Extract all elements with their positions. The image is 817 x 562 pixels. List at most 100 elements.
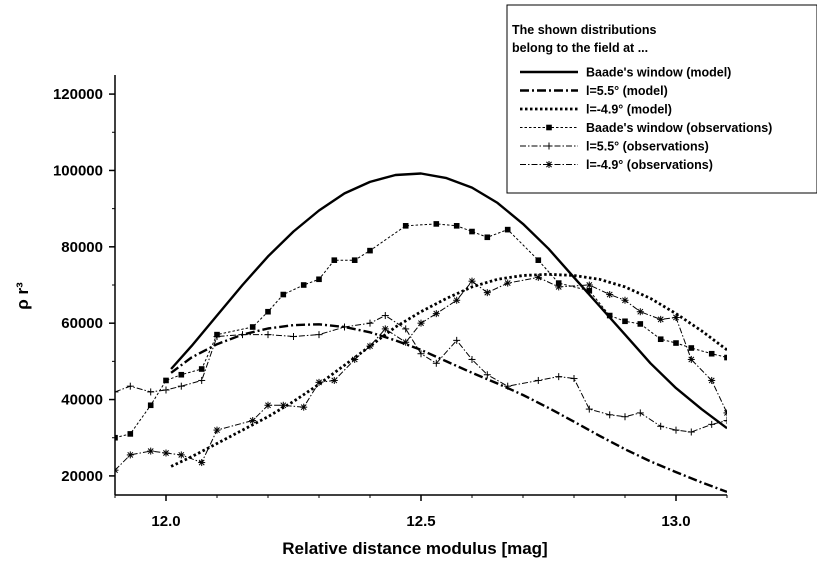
series-4-point	[622, 318, 628, 325]
series-5-point	[585, 405, 593, 413]
series-6-point	[432, 310, 440, 318]
series-5-point	[621, 413, 629, 421]
x-tick-label: 12.5	[406, 513, 435, 530]
series-6-point	[417, 319, 425, 327]
series-5-point	[570, 375, 578, 383]
legend-label: l=-4.9° (model)	[586, 103, 672, 117]
series-6-point	[657, 315, 665, 323]
legend: The shown distributions belong to the fi…	[506, 4, 817, 194]
y-tick-label: 120000	[53, 86, 103, 103]
series-5-point	[417, 350, 425, 358]
legend-entry-5: l=5.5° (observations)	[520, 140, 709, 154]
series-4-line	[115, 223, 727, 439]
series-6-point	[636, 308, 644, 316]
series-5-point	[198, 376, 206, 384]
legend-marker	[545, 142, 553, 150]
series-6-point	[381, 325, 389, 333]
series-6-point	[177, 451, 185, 459]
series-6-point	[723, 409, 727, 417]
series-4-point	[657, 336, 664, 343]
series-4-point	[673, 340, 679, 346]
series-4-point	[724, 354, 727, 361]
legend-entry-2: l=5.5° (model)	[520, 84, 668, 98]
series-4-point	[504, 226, 511, 233]
series-5-point	[341, 323, 348, 331]
series-6-point	[504, 279, 512, 287]
series-4-point	[115, 434, 118, 441]
series-6-point	[162, 449, 170, 457]
series-4-point	[433, 221, 440, 227]
series-5-point	[147, 388, 155, 396]
legend-label: l=5.5° (model)	[586, 84, 668, 98]
series-6-point	[708, 376, 716, 384]
series-6-point	[147, 447, 155, 455]
x-tick-label: 13.0	[661, 513, 690, 530]
legend-label: l=-4.9° (observations)	[586, 158, 713, 172]
series-5-point	[290, 333, 297, 341]
series-5-point	[366, 319, 374, 327]
series-layer	[115, 172, 727, 494]
series-6-point	[249, 417, 257, 425]
series-5-point	[708, 420, 716, 428]
series-5-point	[504, 382, 512, 390]
y-axis-title: ρ r³	[13, 282, 32, 310]
series-6-point	[126, 451, 134, 459]
series-6	[115, 273, 727, 474]
series-4-point	[249, 324, 256, 330]
series-5-point	[555, 373, 563, 381]
series-4-point	[402, 223, 409, 229]
series-4-point	[586, 287, 593, 294]
series-4-point	[637, 321, 644, 327]
y-tick-label: 20000	[61, 468, 103, 485]
series-4	[115, 221, 727, 441]
series-5-point	[239, 331, 246, 339]
series-4-point	[316, 276, 322, 283]
series-6-point	[115, 466, 119, 474]
series-4-point	[147, 402, 154, 409]
y-tick-label: 40000	[61, 392, 103, 409]
legend-title-line-2: belong to the field at ...	[512, 41, 648, 55]
legend-label: l=5.5° (observations)	[586, 140, 709, 154]
legend-marker	[545, 161, 553, 168]
legend-label: Baade's window (observations)	[586, 121, 772, 135]
series-6-point	[198, 459, 206, 467]
series-4-point	[331, 257, 338, 263]
series-4-point	[484, 234, 491, 241]
series-2	[170, 323, 727, 494]
series-4-point	[351, 257, 358, 263]
series-6-point	[351, 355, 359, 363]
series-6-point	[483, 289, 491, 297]
legend-title-line-1: The shown distributions	[512, 23, 656, 37]
y-tick-label: 100000	[53, 162, 103, 179]
series-6-point	[468, 277, 476, 285]
series-4-point	[555, 280, 562, 286]
series-6-point	[453, 296, 461, 304]
series-5-point	[381, 312, 389, 320]
series-4-point	[708, 350, 715, 357]
series-2-line	[170, 323, 727, 494]
series-5-point	[177, 382, 185, 390]
series-4-point	[127, 431, 134, 437]
series-5-point	[657, 422, 665, 430]
legend-entry-4: Baade's window (observations)	[520, 121, 772, 135]
series-6-point	[672, 313, 680, 321]
series-6-point	[606, 291, 614, 299]
x-ticks: 12.0 12.5 13.0	[114, 495, 728, 530]
series-6-point	[315, 378, 323, 386]
y-tick-label: 80000	[61, 239, 103, 256]
series-5-point	[687, 428, 695, 436]
series-5-point	[162, 386, 170, 394]
legend-box	[506, 4, 817, 194]
series-5-point	[636, 409, 644, 417]
legend-marker	[546, 124, 552, 131]
series-6-line	[115, 276, 727, 471]
series-5-point	[723, 417, 727, 425]
series-6-point	[264, 401, 272, 409]
series-1	[170, 172, 727, 430]
series-4-point	[535, 257, 542, 263]
series-5-point	[432, 359, 440, 367]
series-4-point	[178, 371, 185, 378]
x-tick-label: 12.0	[151, 513, 180, 530]
legend-entry-1: Baade's window (model)	[520, 66, 731, 80]
